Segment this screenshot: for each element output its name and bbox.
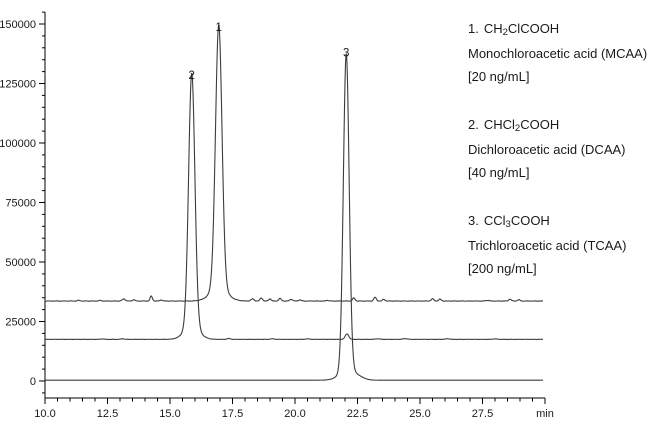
- legend-concentration: [20 ng/mL]: [468, 69, 530, 84]
- legend-analyte-name: Dichloroacetic acid (DCAA): [468, 142, 626, 157]
- formula-subscript: 2: [502, 27, 508, 38]
- x-tick-label: 17.5: [222, 408, 243, 420]
- peak-label-1: 1: [216, 22, 222, 34]
- y-tick-label: 25000: [5, 317, 36, 329]
- peak-label-3: 3: [343, 48, 349, 60]
- y-tick-label: 75000: [5, 198, 36, 210]
- formula-text: CH: [483, 21, 503, 36]
- x-tick-label: 20.0: [284, 408, 305, 420]
- y-tick-label: 50000: [5, 257, 36, 269]
- x-tick-label: 12.5: [97, 408, 118, 420]
- formula-text: COOH: [520, 117, 560, 132]
- formula-text: COOH: [510, 213, 550, 228]
- legend-concentration: [40 ng/mL]: [468, 165, 530, 180]
- y-tick-label: 125000: [0, 79, 36, 91]
- x-tick-label: 27.5: [472, 408, 493, 420]
- legend-peak-number: 3.: [468, 213, 479, 228]
- y-axis: 0 25000 50000 75000 100000 125000 150000: [0, 11, 45, 394]
- legend-analyte-name: Monochloroacetic acid (MCAA): [468, 46, 648, 61]
- legend-formula: 2. CHCl2COOH: [468, 113, 647, 138]
- formula-text: CCl: [483, 213, 506, 228]
- peak-label-2: 2: [189, 70, 195, 82]
- x-tick-label: min: [536, 408, 554, 420]
- legend-entry-2: 2. CHCl2COOH Dichloroacetic acid (DCAA) [40…: [468, 113, 647, 184]
- x-tick-label: 25.0: [409, 408, 430, 420]
- formula-text: ClCOOH: [507, 21, 560, 36]
- x-tick-label: 15.0: [159, 408, 180, 420]
- legend-formula: 1. CH2ClCOOH: [468, 17, 647, 42]
- legend: 1. CH2ClCOOH Monochloroacetic acid (MCAA)[…: [468, 17, 647, 305]
- legend-peak-number: 1.: [468, 21, 479, 36]
- x-tick-label: 10.0: [34, 408, 55, 420]
- legend-concentration: [200 ng/mL]: [468, 261, 537, 276]
- trace-3: [44, 53, 544, 381]
- legend-analyte-name: Trichloroacetic acid (TCAA): [468, 238, 627, 253]
- trace-1: [44, 24, 544, 302]
- formula-text: CHCl: [483, 117, 515, 132]
- formula-subscript: 3: [505, 219, 511, 230]
- x-axis: 10.0 12.5 15.0 17.5 20.0 22.5 25.0 27.5 min: [34, 398, 554, 420]
- legend-entry-3: 3. CCl3COOH Trichloroacetic acid (TCAA) [20…: [468, 209, 647, 280]
- y-tick-label: 150000: [0, 19, 36, 31]
- legend-formula: 3. CCl3COOH: [468, 209, 647, 234]
- legend-entry-1: 1. CH2ClCOOH Monochloroacetic acid (MCAA) […: [468, 17, 647, 88]
- legend-peak-number: 2.: [468, 117, 479, 132]
- formula-subscript: 2: [514, 123, 521, 134]
- y-tick-label: 100000: [0, 138, 36, 150]
- y-tick-label: 0: [30, 376, 36, 388]
- x-tick-label: 22.5: [347, 408, 368, 420]
- trace-2: [44, 72, 544, 341]
